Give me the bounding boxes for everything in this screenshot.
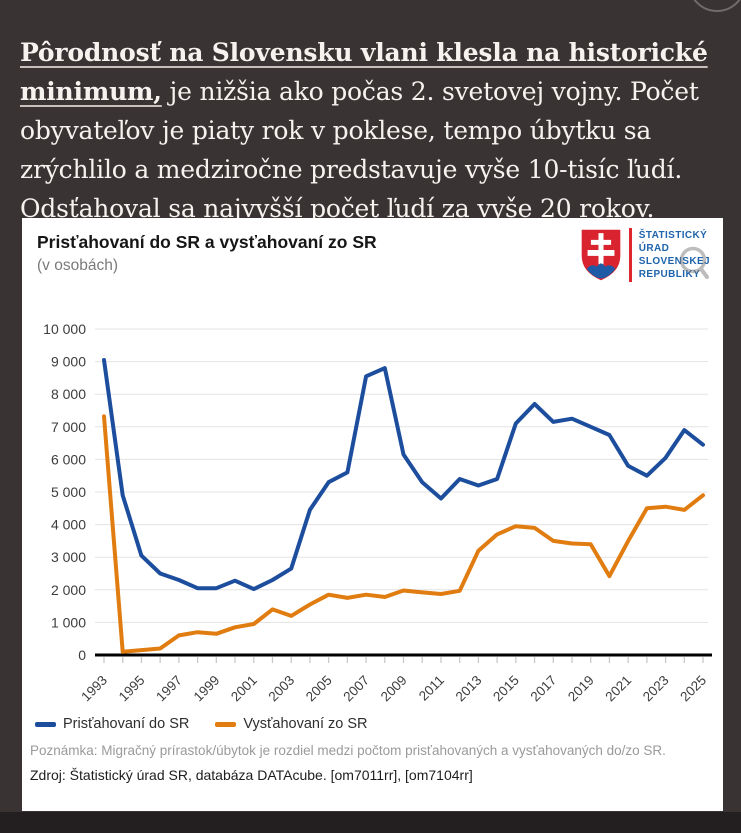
logo-divider: [629, 228, 632, 282]
statistical-office-logo: ŠTATISTICKÝ ÚRAD SLOVENSKEJ REPUBLIKY: [580, 228, 710, 282]
article-link[interactable]: Pôrodnosť na Slovensku vlani klesla na h…: [20, 38, 708, 106]
logo-line: ÚRAD: [638, 243, 670, 254]
x-tick-label: 2017: [528, 673, 560, 704]
chart-source: Zdroj: Štatistický úrad SR, databáza DAT…: [30, 767, 473, 783]
y-tick-label: 9 000: [51, 354, 86, 370]
chart-note: Poznámka: Migračný prírastok/úbytok je r…: [30, 743, 666, 758]
x-tick-label: 2013: [453, 673, 485, 704]
logo-line: ŠTATISTICKÝ: [638, 230, 708, 241]
zoom-magnifier-icon[interactable]: [675, 244, 715, 284]
x-tick-label: 2003: [265, 673, 297, 704]
legend-item-0: Prisťahovaní do SR: [35, 716, 189, 732]
x-tick-label: 2007: [340, 673, 372, 704]
y-tick-label: 8 000: [51, 386, 86, 402]
floating-button-partial[interactable]: [688, 0, 741, 12]
x-tick-label: 2001: [228, 673, 260, 704]
article-intro-text: je nižšia ako počas 2. svetovej vojny. P…: [20, 77, 699, 223]
y-tick-label: 3 000: [51, 549, 86, 565]
logo-line: SLOVENSKEJ: [638, 256, 710, 267]
chart-header: Prisťahovaní do SR a vysťahovaní zo SR (…: [22, 218, 723, 282]
y-tick-label: 1 000: [51, 614, 86, 630]
x-tick-label: 2011: [416, 673, 447, 704]
chart-subtitle: (v osobách): [37, 257, 118, 274]
x-tick-label: 2023: [640, 673, 672, 704]
logo-line: REPUBLIKY: [638, 269, 701, 280]
series-line-0: [102, 358, 705, 592]
y-tick-label: 6 000: [51, 451, 86, 467]
legend-swatch-icon: [35, 721, 56, 727]
legend-swatch-icon: [215, 721, 237, 727]
x-tick-label: 2019: [565, 673, 597, 704]
slovak-coat-of-arms-icon: [581, 229, 621, 281]
y-tick-label: 5 000: [51, 484, 86, 500]
legend-label: Vysťahovaní zo SR: [243, 716, 368, 732]
y-tick-label: 2 000: [51, 582, 86, 598]
line-chart: 0 1 000 2 000 3 000 4 000 5 000 6 000 7 000 8 00…: [43, 321, 712, 704]
legend-label: Prisťahovaní do SR: [63, 716, 190, 732]
logo-text: ŠTATISTICKÝ ÚRAD SLOVENSKEJ REPUBLIKY: [639, 229, 710, 281]
x-tick-label: 2025: [677, 673, 709, 704]
article-intro: Pôrodnosť na Slovensku vlani klesla na h…: [20, 33, 725, 228]
series-line-1: [102, 414, 705, 654]
chart-title: Prisťahovaní do SR a vysťahovaní zo SR: [37, 232, 377, 252]
page-bottom-strip: [0, 812, 741, 833]
x-tick-label: 2005: [303, 673, 335, 704]
x-tick-label: 1999: [191, 673, 223, 704]
y-tick-label: 0: [78, 647, 86, 663]
x-tick-label: 1995: [116, 673, 148, 704]
x-tick-label: 2009: [378, 673, 410, 704]
y-tick-label: 10 000: [43, 321, 86, 337]
legend-item-1: Vysťahovaní zo SR: [215, 716, 368, 732]
x-tick-label: 1993: [78, 673, 110, 704]
chart-card: Prisťahovaní do SR a vysťahovaní zo SR (…: [22, 218, 723, 811]
x-tick-label: 2015: [490, 673, 522, 704]
x-tick-label: 2021: [602, 673, 634, 704]
y-tick-label: 4 000: [51, 517, 86, 533]
chart-legend: Prisťahovaní do SR Vysťahovaní zo SR: [22, 716, 723, 732]
x-tick-label: 1997: [153, 673, 185, 704]
y-tick-label: 7 000: [51, 419, 86, 435]
